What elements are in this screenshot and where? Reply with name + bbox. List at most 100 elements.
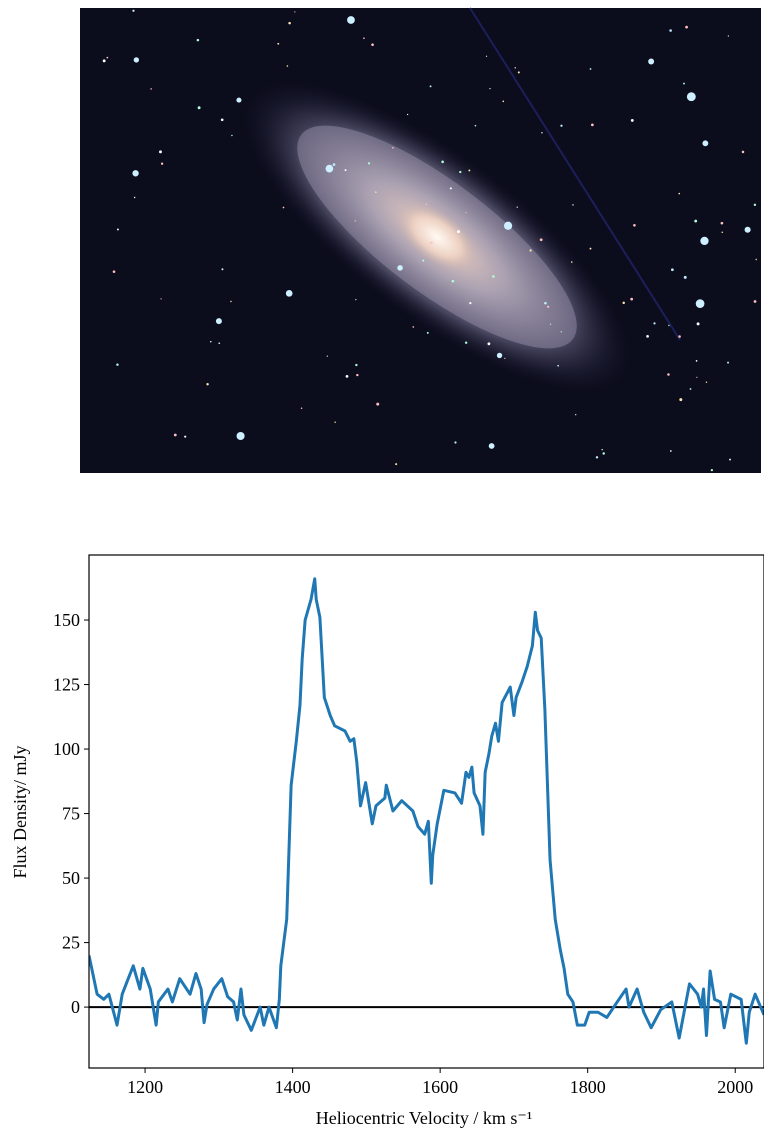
star <box>345 374 349 378</box>
satellite-trail <box>469 7 681 341</box>
star <box>560 331 562 333</box>
star <box>230 300 232 303</box>
star <box>622 301 625 305</box>
star <box>705 381 708 383</box>
star <box>679 398 683 402</box>
star <box>334 421 336 423</box>
star <box>560 124 563 127</box>
star <box>132 170 139 177</box>
star <box>541 131 543 134</box>
star <box>702 140 709 147</box>
star <box>488 443 495 449</box>
star <box>685 25 688 29</box>
star <box>696 322 700 326</box>
star <box>150 88 152 90</box>
star <box>464 341 468 344</box>
star <box>425 203 428 206</box>
star <box>502 100 505 103</box>
galaxy-core <box>398 203 476 271</box>
star <box>395 463 398 466</box>
star <box>367 162 371 165</box>
star <box>426 331 429 334</box>
star <box>160 162 164 165</box>
star <box>406 113 409 116</box>
y-tick-label: 75 <box>62 804 80 824</box>
star <box>231 134 233 137</box>
star <box>696 376 698 378</box>
star <box>116 363 119 366</box>
star <box>282 206 285 209</box>
star <box>549 323 552 325</box>
star <box>720 221 724 225</box>
star <box>112 270 116 273</box>
star <box>557 364 560 367</box>
star <box>459 170 462 174</box>
star <box>325 164 334 173</box>
x-tick-label: 1800 <box>570 1077 606 1097</box>
star <box>422 259 425 262</box>
star <box>689 388 692 390</box>
star <box>221 268 224 271</box>
y-axis-label: Flux Density/ mJy <box>10 745 30 878</box>
star <box>356 373 359 377</box>
star <box>485 55 488 57</box>
star <box>332 163 336 166</box>
star <box>721 231 724 234</box>
star <box>294 11 296 13</box>
star <box>489 87 491 90</box>
star <box>529 249 532 252</box>
star <box>601 448 603 451</box>
star <box>669 450 672 452</box>
star <box>492 275 495 278</box>
axes-frame <box>88 554 764 1069</box>
star <box>744 226 751 233</box>
star <box>184 435 187 438</box>
star <box>589 247 592 250</box>
star <box>412 326 415 328</box>
star <box>429 85 432 88</box>
x-tick-label: 1600 <box>422 1077 458 1097</box>
star <box>376 402 380 406</box>
star <box>441 160 444 164</box>
star <box>544 301 547 305</box>
x-tick-label: 1200 <box>127 1077 163 1097</box>
star <box>117 228 119 231</box>
star <box>496 352 503 359</box>
y-tick-label: 50 <box>62 868 80 888</box>
star <box>503 221 513 230</box>
star <box>220 118 224 122</box>
star <box>678 335 681 338</box>
star <box>516 206 518 208</box>
star <box>355 363 358 367</box>
star <box>670 268 674 272</box>
star <box>630 118 634 122</box>
star <box>683 275 687 279</box>
star <box>468 169 471 172</box>
x-tick-label: 2000 <box>717 1077 753 1097</box>
star <box>669 29 672 32</box>
x-tick-label: 1400 <box>275 1077 311 1097</box>
star <box>741 150 745 154</box>
star <box>430 241 433 245</box>
star <box>504 357 506 359</box>
star <box>196 38 200 42</box>
star <box>218 342 221 345</box>
star <box>236 431 245 441</box>
y-tick-label: 0 <box>71 997 80 1017</box>
star <box>300 407 303 410</box>
galaxy-image <box>80 7 761 473</box>
star <box>456 230 460 234</box>
star <box>753 300 757 303</box>
star <box>277 42 280 45</box>
x-axis-label: Heliocentric Velocity / km s⁻¹ <box>316 1108 533 1128</box>
star <box>133 57 140 63</box>
star <box>326 355 329 357</box>
star <box>667 373 670 376</box>
star <box>755 258 757 261</box>
star <box>286 65 289 67</box>
star <box>539 238 543 242</box>
star <box>160 298 162 300</box>
star <box>210 341 212 343</box>
star <box>683 82 685 85</box>
